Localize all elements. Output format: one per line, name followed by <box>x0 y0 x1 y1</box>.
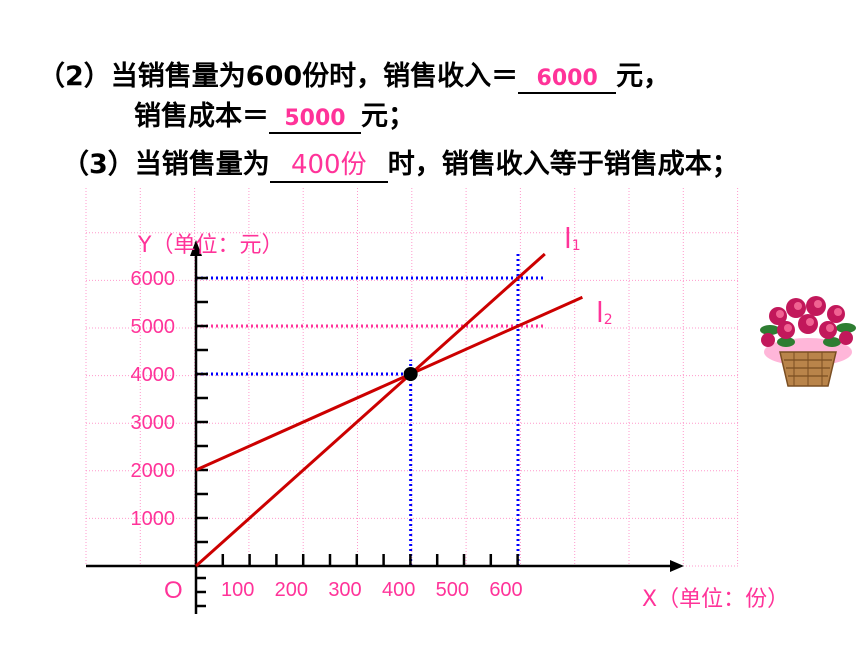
series-label-l1: l1 <box>564 222 581 255</box>
origin-label: O <box>164 577 183 604</box>
q2b-answer-blank: 5000 <box>269 101 361 134</box>
guide-lines <box>196 254 545 566</box>
y-axis-label: Y（单位：元） <box>137 233 283 258</box>
y-tick-label: 2000 <box>131 460 176 482</box>
labels: 100 200 300 400 500 600 1000 2000 3000 4000 5000 60… <box>131 222 790 612</box>
question-2-line2: 销售成本＝ 5000 元； <box>134 94 415 134</box>
q2-answer-blank: 6000 <box>518 61 617 94</box>
question-3: （3）当销售量为 400份 时，销售收入等于销售成本； <box>62 142 739 183</box>
x-tick-label: 300 <box>328 579 361 601</box>
y-tick-label: 3000 <box>131 412 176 434</box>
q3-answer-blank: 400份 <box>269 144 388 183</box>
series-label-l2: l2 <box>596 296 613 329</box>
x-axis-arrow <box>670 560 684 572</box>
y-axis-arrow <box>190 240 202 256</box>
series <box>195 252 584 568</box>
x-axis-label: X（单位：份） <box>642 587 789 612</box>
x-tick-label: 100 <box>221 579 254 601</box>
q3-suffix: 时，销售收入等于销售成本； <box>387 149 739 180</box>
q2b-suffix: 元； <box>361 101 415 132</box>
question-2-line1: （2）当销售量为600份时，销售收入＝ 6000 元， <box>38 54 670 94</box>
q2-suffix: 元， <box>616 61 671 92</box>
y-tick-label: 6000 <box>131 268 176 290</box>
q2b-answer: 5000 <box>284 106 346 131</box>
y-tick-label: 1000 <box>131 508 176 530</box>
q3-prefix: （3）当销售量为 <box>62 149 270 180</box>
x-tick-label: 200 <box>275 579 308 601</box>
intersection-point <box>403 367 418 381</box>
y-tick-label: 5000 <box>131 316 176 338</box>
q2-answer: 6000 <box>536 66 598 91</box>
series-line-l1 <box>195 252 546 568</box>
q2-prefix: （2）当销售量为600份时，销售收入＝ <box>38 61 519 92</box>
flower-basket-icon <box>760 296 856 387</box>
y-tick-label: 4000 <box>131 364 176 386</box>
axes <box>86 240 684 614</box>
q3-answer: 400份 <box>290 150 367 180</box>
x-tick-label: 500 <box>436 579 469 601</box>
x-tick-label: 600 <box>489 579 522 601</box>
x-tick-label: 400 <box>382 579 415 601</box>
series-line-l2 <box>195 295 584 472</box>
q2b-prefix: 销售成本＝ <box>134 101 269 132</box>
